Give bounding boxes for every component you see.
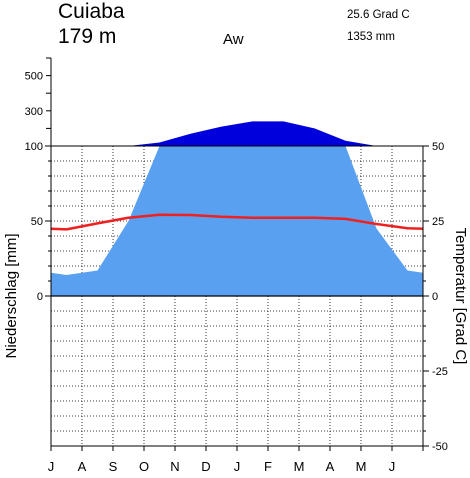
month-label: M: [294, 459, 305, 474]
temperature-line: [50, 213, 424, 231]
month-label: S: [109, 459, 118, 474]
left-axis-label: Niederschlag [mm]: [3, 233, 20, 358]
annual-precipitation: 1353 mm: [347, 31, 395, 43]
precipitation-area: [51, 121, 423, 296]
month-label: J: [389, 459, 396, 474]
precipitation-humid-area: [51, 121, 423, 146]
right-tick-label: 25: [432, 216, 444, 228]
month-label: J: [48, 459, 55, 474]
left-tick-label: 100: [25, 141, 43, 153]
axes: [45, 57, 429, 451]
left-tick-label: 300: [25, 106, 43, 118]
station-name: Cuiaba: [58, 0, 125, 23]
mean-temperature: 25.6 Grad C: [347, 9, 410, 21]
month-label: A: [78, 459, 87, 474]
left-tick-label: 500: [25, 71, 43, 83]
right-tick-label: 50: [432, 141, 444, 153]
right-axis-label: Temperatur [Grad C]: [452, 228, 469, 365]
month-label: F: [264, 459, 272, 474]
month-label: D: [201, 459, 210, 474]
climate-class: Aw: [223, 31, 244, 48]
left-tick-label: 0: [37, 291, 43, 303]
month-label: A: [326, 459, 335, 474]
month-label: M: [356, 459, 367, 474]
station-elevation: 179 m: [58, 25, 116, 48]
right-tick-label: -25: [432, 366, 448, 378]
month-label: N: [170, 459, 179, 474]
left-tick-label: 50: [31, 216, 43, 228]
right-tick-label: -50: [432, 441, 448, 453]
month-label: O: [139, 459, 149, 474]
temperature-series-line: [50, 213, 424, 231]
right-tick-label: 0: [432, 291, 438, 303]
month-label: J: [234, 459, 241, 474]
precipitation-normal-area: [51, 146, 423, 296]
